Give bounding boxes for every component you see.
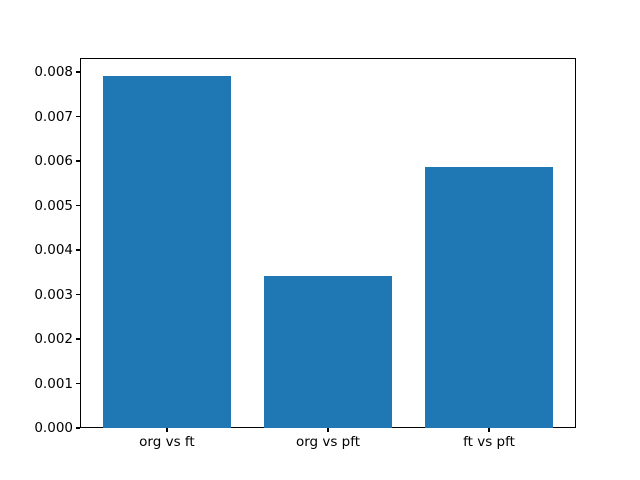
y-tick-mark	[76, 71, 80, 73]
x-tick-label: ft vs pft	[463, 434, 515, 450]
y-tick-mark	[76, 382, 80, 385]
x-tick-mark	[166, 428, 168, 432]
y-tick-label: 0.007	[34, 108, 73, 125]
y-tick-mark	[76, 115, 80, 118]
y-tick-mark	[76, 338, 80, 340]
x-tick-mark	[488, 428, 490, 432]
y-tick-mark	[76, 204, 80, 207]
y-tick-label: 0.001	[34, 375, 73, 392]
y-tick-label: 0.006	[34, 153, 73, 170]
y-tick-label: 0.008	[34, 64, 73, 81]
x-tick-mark	[327, 428, 329, 432]
y-tick-mark	[76, 160, 80, 162]
y-tick-label: 0.003	[34, 286, 73, 303]
y-tick-label: 0.002	[34, 331, 73, 347]
y-tick-label: 0.005	[34, 197, 73, 214]
bar-org-vs-ft	[102, 75, 232, 428]
y-tick-mark	[76, 427, 80, 429]
x-tick-label: org vs pft	[295, 434, 361, 450]
bar-org-vs-pft	[263, 276, 393, 428]
y-tick-mark	[76, 249, 80, 251]
y-tick-label: 0.000	[34, 420, 73, 436]
x-tick-label: org vs ft	[139, 434, 195, 450]
y-tick-mark	[76, 293, 80, 296]
bar-ft-vs-pft	[424, 167, 554, 428]
y-tick-label: 0.004	[34, 242, 73, 259]
